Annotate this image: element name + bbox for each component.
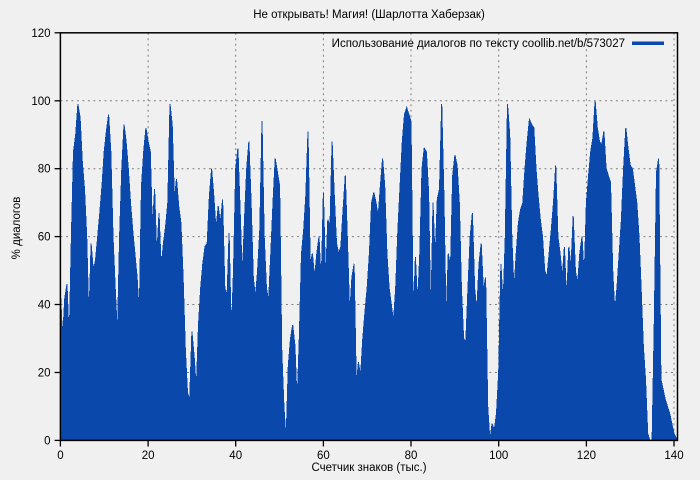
- svg-text:20: 20: [142, 450, 155, 462]
- svg-text:40: 40: [38, 300, 51, 312]
- svg-text:60: 60: [38, 232, 51, 244]
- svg-text:% диалогов: % диалогов: [11, 197, 23, 260]
- svg-text:140: 140: [664, 450, 683, 462]
- svg-text:Использование диалогов по текс: Использование диалогов по тексту coollib…: [332, 38, 625, 50]
- svg-text:0: 0: [57, 450, 63, 462]
- svg-text:120: 120: [31, 28, 50, 40]
- svg-text:80: 80: [38, 164, 51, 176]
- svg-text:Счетчик знаков (тыс.): Счетчик знаков (тыс.): [311, 462, 426, 474]
- svg-text:80: 80: [405, 450, 418, 462]
- svg-text:Не открывать! Магия! (Шарлотта: Не открывать! Магия! (Шарлотта Хаберзак): [253, 9, 485, 21]
- svg-text:20: 20: [38, 368, 51, 380]
- svg-text:100: 100: [489, 450, 508, 462]
- svg-text:0: 0: [44, 435, 50, 447]
- svg-text:120: 120: [577, 450, 596, 462]
- svg-text:60: 60: [317, 450, 330, 462]
- svg-text:40: 40: [229, 450, 242, 462]
- svg-text:100: 100: [31, 96, 50, 108]
